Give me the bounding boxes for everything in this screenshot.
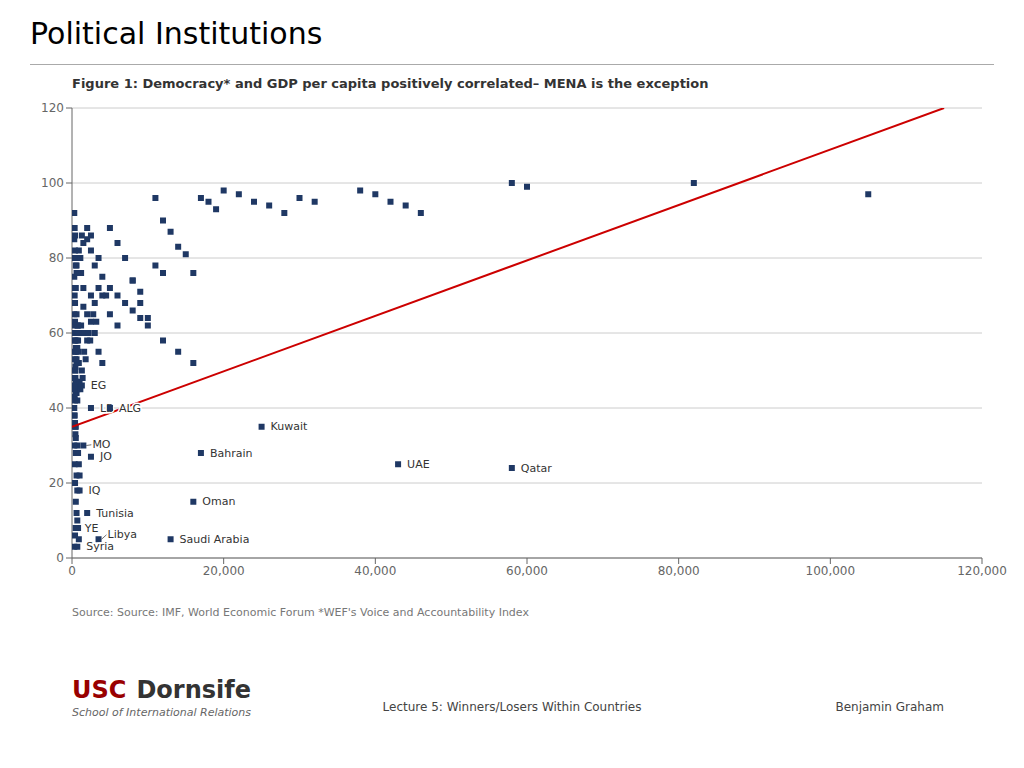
svg-text:80: 80: [49, 251, 64, 265]
html-text:Source: Source: IMF, World Eco: Source: Source: IMF, World Economic Foru…: [72, 606, 529, 619]
svg-text:MO: MO: [92, 438, 111, 452]
svg-text:IQ: IQ: [89, 484, 101, 497]
svg-text:JO: JO: [99, 450, 112, 463]
html-text:Political Institutions: Political Institutions: [30, 16, 323, 51]
svg-text:40: 40: [49, 401, 64, 415]
svg-text:YE: YE: [84, 522, 99, 535]
svg-text:120: 120: [41, 101, 64, 115]
html-text:Lecture 5: Winners/Losers With: Lecture 5: Winners/Losers Within Countri…: [382, 700, 642, 714]
svg-text:Oman: Oman: [202, 495, 235, 508]
svg-text:60: 60: [49, 326, 64, 340]
svg-text:100: 100: [41, 176, 64, 190]
html-text:Figure 1: Democracy* and GDP p: Figure 1: Democracy* and GDP per capita …: [72, 76, 709, 91]
svg-text:Qatar: Qatar: [521, 462, 552, 475]
svg-text:0: 0: [56, 551, 64, 565]
svg-text:20: 20: [49, 476, 64, 490]
svg-text:80,000: 80,000: [658, 564, 700, 578]
svg-text:Syria: Syria: [86, 540, 114, 553]
html-text:School of International Relati: School of International Relations: [72, 706, 251, 719]
svg-text:Bahrain: Bahrain: [210, 447, 253, 460]
svg-text:Saudi Arabia: Saudi Arabia: [180, 533, 250, 546]
html-text:USC Dornsife: USC Dornsife: [72, 676, 251, 704]
svg-text:EG: EG: [91, 379, 106, 392]
html-text:Benjamin Graham: Benjamin Graham: [835, 700, 944, 714]
svg-text:Kuwait: Kuwait: [271, 420, 308, 433]
svg-text:Tunisia: Tunisia: [95, 507, 134, 520]
svg-text:20,000: 20,000: [203, 564, 245, 578]
svg-text:UAE: UAE: [407, 458, 430, 471]
svg-text:120,000: 120,000: [957, 564, 1007, 578]
svg-text:Libya: Libya: [107, 528, 137, 542]
svg-text:40,000: 40,000: [354, 564, 396, 578]
svg-text:100,000: 100,000: [806, 564, 856, 578]
svg-text:ALG: ALG: [119, 402, 141, 415]
svg-text:0: 0: [68, 564, 76, 578]
svg-text:60,000: 60,000: [506, 564, 548, 578]
svg-text:LB: LB: [100, 402, 114, 415]
